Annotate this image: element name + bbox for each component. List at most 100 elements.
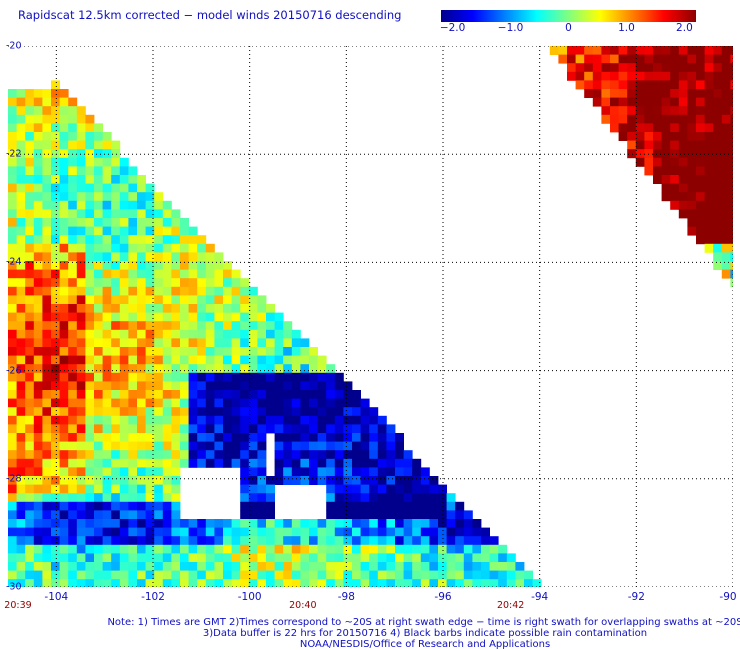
wind-cell (257, 390, 267, 399)
wind-cell (51, 132, 60, 141)
wind-cell (137, 450, 146, 460)
wind-cell (489, 544, 499, 554)
wind-cell (713, 63, 723, 73)
wind-cell (214, 269, 224, 279)
wind-cell (309, 441, 318, 451)
wind-cell (145, 398, 155, 408)
wind-cell (283, 570, 293, 580)
wind-cell (231, 433, 241, 442)
wind-cell (68, 510, 78, 520)
wind-cell (248, 364, 258, 374)
wind-cell (154, 243, 164, 253)
wind-cell (128, 579, 138, 587)
wind-cell (162, 484, 172, 494)
wind-cell (498, 553, 508, 563)
wind-cell (188, 235, 198, 245)
wind-cell (137, 562, 146, 571)
wind-cell (8, 286, 17, 296)
wind-cell (369, 501, 379, 511)
note-line-2: 3)Data buffer is 22 hrs for 20150716 4) … (202, 628, 648, 639)
wind-cell (25, 415, 35, 425)
wind-cell (653, 114, 662, 124)
wind-cell (274, 321, 284, 331)
wind-cell (713, 97, 723, 107)
wind-cell (455, 553, 465, 563)
wind-cell (678, 80, 688, 90)
wind-cell (25, 372, 35, 382)
wind-cell (713, 200, 723, 210)
wind-cell (343, 501, 353, 511)
wind-cell (119, 355, 129, 365)
wind-cell (420, 493, 430, 503)
wind-cell (94, 390, 103, 399)
wind-cell (248, 355, 258, 365)
wind-cell (102, 536, 112, 546)
wind-cell (171, 269, 181, 279)
wind-cell (377, 527, 387, 537)
wind-cell (240, 519, 250, 528)
wind-cell (51, 510, 60, 520)
wind-cell (42, 132, 52, 141)
wind-cell (214, 407, 224, 417)
wind-cell (25, 132, 35, 141)
wind-cell (68, 252, 78, 262)
wind-cell (94, 157, 103, 167)
wind-cell (334, 493, 344, 503)
wind-cell (137, 467, 146, 477)
wind-cell (635, 97, 645, 107)
wind-cell (291, 329, 301, 339)
wind-cell (455, 510, 465, 520)
wind-cell (145, 252, 155, 262)
wind-cell (300, 433, 310, 442)
wind-cell (412, 536, 422, 546)
wind-cell (721, 252, 731, 262)
wind-cell (412, 493, 422, 503)
wind-cell (94, 200, 103, 210)
wind-cell (76, 553, 86, 563)
wind-cell (171, 458, 181, 468)
wind-cell (283, 536, 293, 546)
wind-cell (438, 544, 447, 554)
wind-cell (352, 476, 361, 485)
wind-cell (180, 398, 189, 408)
wind-cell (205, 381, 215, 391)
wind-cell (16, 226, 26, 236)
wind-cell (395, 544, 404, 554)
wind-cell (231, 570, 241, 580)
wind-cell (386, 536, 396, 546)
wind-cell (197, 458, 207, 468)
wind-cell (188, 407, 198, 417)
wind-cell (420, 510, 430, 520)
wind-cell (377, 450, 387, 460)
wind-cell (188, 304, 198, 313)
wind-cell (42, 381, 52, 391)
wind-cell (352, 407, 361, 417)
wind-cell (102, 304, 112, 313)
wind-cell (635, 132, 645, 141)
wind-cell (472, 570, 482, 580)
wind-cell (248, 312, 258, 322)
wind-cell (111, 398, 121, 408)
wind-cell (240, 579, 250, 587)
wind-cell (696, 140, 705, 150)
wind-cell (188, 536, 198, 546)
wind-cell (429, 510, 439, 520)
wind-cell (214, 347, 224, 356)
wind-cell (94, 579, 103, 587)
wind-cell (240, 501, 250, 511)
wind-cell (51, 166, 60, 176)
wind-cell (309, 544, 318, 554)
wind-cell (33, 510, 43, 520)
wind-cell (309, 553, 318, 563)
wind-cell (102, 192, 112, 202)
wind-cell (119, 536, 129, 546)
wind-cell (360, 415, 370, 425)
wind-cell (16, 570, 26, 580)
wind-cell (205, 458, 215, 468)
wind-cell (59, 458, 69, 468)
wind-cell (377, 415, 387, 425)
wind-cell (369, 519, 379, 528)
wind-cell (343, 570, 353, 580)
wind-cell (119, 252, 129, 262)
wind-cell (670, 71, 680, 81)
